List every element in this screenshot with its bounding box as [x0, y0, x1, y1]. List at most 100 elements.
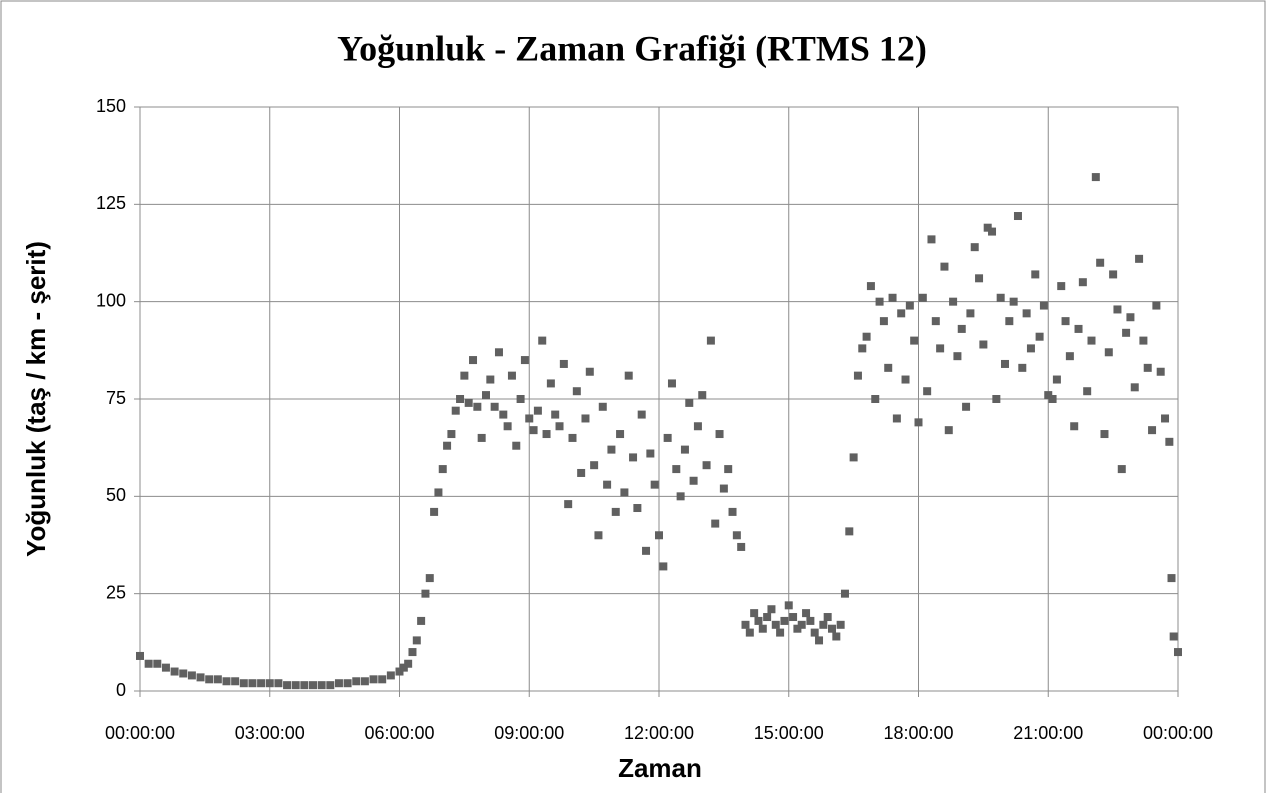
point: [629, 453, 638, 462]
point: [918, 293, 927, 302]
point: [927, 235, 936, 244]
point: [685, 398, 694, 407]
point: [1139, 336, 1148, 345]
point: [819, 620, 828, 629]
point: [231, 677, 240, 686]
point: [815, 636, 824, 645]
point: [378, 675, 387, 684]
point: [525, 414, 534, 423]
point: [802, 609, 811, 618]
point: [944, 426, 953, 435]
point: [520, 356, 529, 365]
y-axis-title: Yoğunluk (taş / km - şerit): [21, 241, 51, 557]
point: [642, 546, 651, 555]
point: [923, 387, 932, 396]
point: [780, 616, 789, 625]
point: [884, 363, 893, 372]
point: [581, 414, 590, 423]
point: [577, 468, 586, 477]
point: [257, 679, 266, 688]
point: [750, 609, 759, 618]
point: [300, 681, 309, 690]
x-tick-label: 15:00:00: [754, 723, 824, 743]
point: [408, 648, 417, 657]
point: [793, 624, 802, 633]
point: [1117, 465, 1126, 474]
point: [144, 659, 153, 668]
point: [1165, 437, 1174, 446]
point: [1078, 278, 1087, 287]
point: [503, 422, 512, 431]
point: [170, 667, 179, 676]
point: [283, 681, 292, 690]
point: [1104, 348, 1113, 357]
point: [421, 589, 430, 598]
point: [412, 636, 421, 645]
point: [239, 679, 248, 688]
point: [1022, 309, 1031, 318]
point: [936, 344, 945, 353]
point: [542, 430, 551, 439]
point: [992, 395, 1001, 403]
point: [1070, 422, 1079, 431]
point: [1039, 301, 1048, 310]
point: [767, 605, 776, 614]
point: [1001, 359, 1009, 368]
point: [957, 324, 966, 333]
point: [326, 681, 335, 690]
point: [633, 504, 642, 513]
point: [395, 667, 404, 676]
point: [482, 391, 490, 400]
point: [784, 601, 793, 610]
point: [1091, 173, 1100, 182]
point: [931, 317, 940, 326]
point: [222, 677, 231, 686]
point: [1152, 301, 1161, 310]
point: [672, 465, 681, 474]
point: [538, 336, 547, 345]
point: [966, 309, 975, 318]
point: [853, 371, 862, 380]
point: [737, 542, 746, 551]
y-tick-label: 25: [106, 582, 126, 602]
point: [1048, 395, 1057, 403]
point: [464, 398, 473, 407]
point: [996, 293, 1005, 302]
point: [265, 679, 274, 688]
point: [386, 671, 395, 680]
x-tick-label: 00:00:00: [105, 723, 175, 743]
y-tick-label: 0: [116, 680, 126, 700]
point: [711, 519, 720, 528]
point: [676, 492, 685, 501]
point: [702, 461, 711, 470]
point: [1169, 632, 1178, 641]
point: [187, 671, 196, 680]
point: [849, 453, 858, 462]
point: [1057, 282, 1066, 291]
point: [905, 301, 914, 310]
point: [724, 465, 733, 474]
point: [611, 507, 620, 516]
point: [1026, 344, 1035, 353]
point: [698, 391, 707, 400]
point: [1035, 332, 1044, 341]
point: [607, 445, 616, 454]
point: [499, 410, 508, 419]
point: [728, 507, 737, 516]
point: [763, 613, 772, 622]
point: [949, 297, 958, 306]
x-tick-label: 09:00:00: [494, 723, 564, 743]
point: [620, 488, 629, 497]
point: [434, 488, 443, 497]
point: [1061, 317, 1070, 326]
point: [551, 410, 560, 419]
point: [732, 531, 741, 540]
point: [776, 628, 785, 637]
point: [840, 589, 849, 598]
point: [585, 367, 594, 376]
point: [1130, 383, 1139, 392]
point: [369, 675, 378, 684]
point: [516, 395, 525, 403]
point: [659, 562, 668, 571]
point: [663, 433, 672, 442]
